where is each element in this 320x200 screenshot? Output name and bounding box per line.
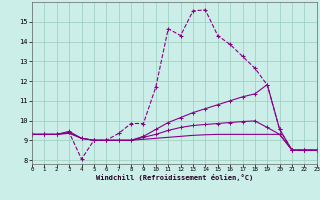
X-axis label: Windchill (Refroidissement éolien,°C): Windchill (Refroidissement éolien,°C) [96, 174, 253, 181]
